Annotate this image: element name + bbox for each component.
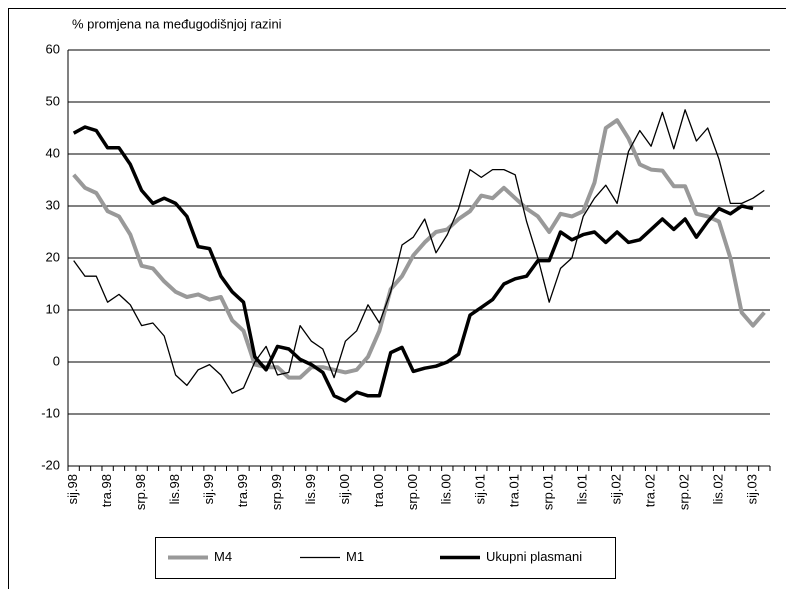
y-tick-label: 60 bbox=[46, 41, 60, 56]
x-tick-label: srp.00 bbox=[405, 474, 420, 510]
y-tick-label: -20 bbox=[41, 457, 60, 472]
x-tick-label: sij.00 bbox=[337, 474, 352, 504]
y-tick-label: 0 bbox=[53, 353, 60, 368]
x-tick-label: tra.99 bbox=[235, 474, 250, 507]
legend-box bbox=[155, 537, 616, 579]
x-tick-label: sij.02 bbox=[609, 474, 624, 504]
y-tick-label: 20 bbox=[46, 249, 60, 264]
x-tick-label: lis.01 bbox=[575, 474, 590, 504]
series-line bbox=[72, 118, 766, 380]
y-tick-label: 50 bbox=[46, 93, 60, 108]
x-tick-label: srp.99 bbox=[269, 474, 284, 510]
y-tick-label: -10 bbox=[41, 405, 60, 420]
x-tick-label: sij.03 bbox=[744, 474, 759, 504]
legend-label: Ukupni plasmani bbox=[486, 549, 582, 564]
x-tick-label: sij.98 bbox=[65, 474, 80, 504]
x-tick-label: lis.00 bbox=[439, 474, 454, 504]
legend-label: M4 bbox=[214, 549, 232, 564]
y-tick-label: 10 bbox=[46, 301, 60, 316]
x-tick-label: sij.99 bbox=[201, 474, 216, 504]
y-tick-label: 30 bbox=[46, 197, 60, 212]
y-tick-label: 40 bbox=[46, 145, 60, 160]
series-line bbox=[73, 109, 765, 394]
x-tick-label: tra.98 bbox=[99, 474, 114, 507]
x-tick-label: lis.98 bbox=[167, 474, 182, 504]
legend-label: M1 bbox=[346, 549, 364, 564]
x-tick-label: srp.98 bbox=[133, 474, 148, 510]
x-tick-label: srp.01 bbox=[541, 474, 556, 510]
x-tick-label: lis.99 bbox=[303, 474, 318, 504]
x-tick-label: sij.01 bbox=[473, 474, 488, 504]
chart-title: % promjena na međugodišnjoj razini bbox=[72, 16, 282, 31]
x-tick-label: tra.02 bbox=[643, 474, 658, 507]
series-line bbox=[72, 125, 754, 403]
x-tick-label: tra.01 bbox=[507, 474, 522, 507]
x-tick-label: tra.00 bbox=[371, 474, 386, 507]
x-tick-label: lis.02 bbox=[710, 474, 725, 504]
x-tick-label: srp.02 bbox=[677, 474, 692, 510]
